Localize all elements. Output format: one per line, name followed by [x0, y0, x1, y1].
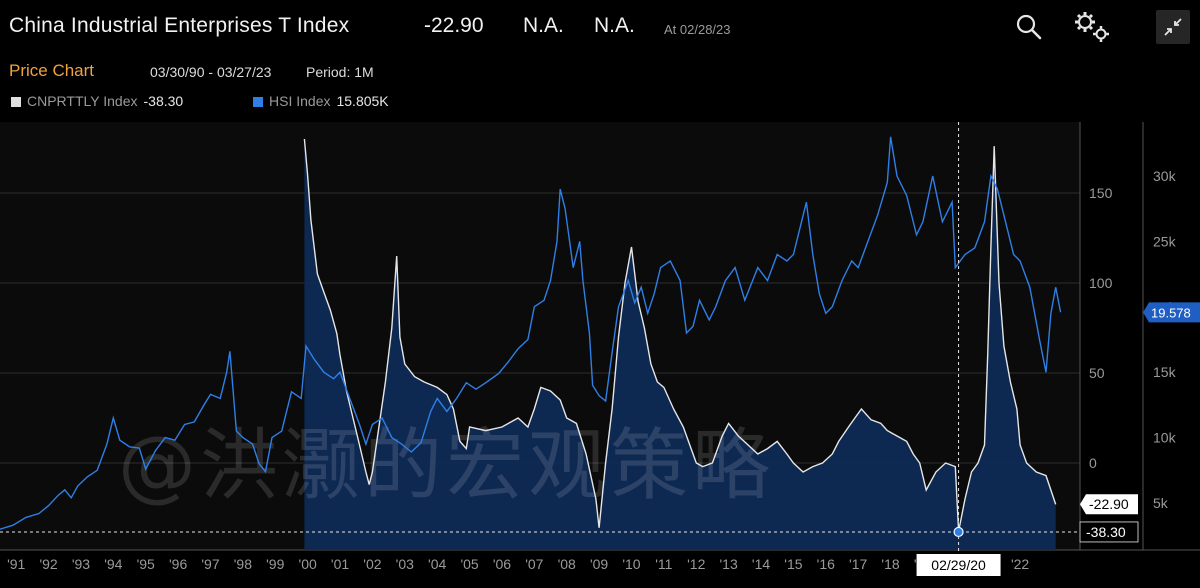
legend-swatch	[253, 97, 263, 107]
collapse-button[interactable]	[1156, 10, 1190, 44]
x-axis-tick: '04	[428, 556, 446, 572]
cursor-value-marker	[1079, 521, 1139, 543]
header-bar: China Industrial Enterprises T Index -22…	[0, 0, 1200, 58]
x-axis-tick: '09	[590, 556, 608, 572]
gears-icon	[1075, 12, 1109, 42]
left-axis-tick: 50	[1089, 365, 1105, 381]
last-value-marker	[1080, 494, 1138, 515]
x-axis-tick: '98	[234, 556, 252, 572]
legend-name: CNPRTTLY Index	[27, 93, 138, 109]
x-axis-tick: '17	[849, 556, 867, 572]
crosshair-date-label: 02/29/20	[931, 557, 986, 573]
collapse-arrows-icon	[1164, 18, 1182, 36]
left-axis-tick: 150	[1089, 185, 1113, 201]
x-axis-tick: '10	[622, 556, 640, 572]
x-axis-tick: '13	[720, 556, 738, 572]
page-title: China Industrial Enterprises T Index	[9, 14, 350, 37]
x-axis-tick: '16	[817, 556, 835, 572]
x-axis-tick: '91	[7, 556, 25, 572]
x-axis-tick: '02	[363, 556, 381, 572]
x-axis-tick: '18	[881, 556, 899, 572]
x-axis-tick: '07	[525, 556, 543, 572]
x-axis-tick: '06	[493, 556, 511, 572]
cnprttly-line[interactable]	[303, 138, 1057, 532]
left-axis-tick: 100	[1089, 275, 1113, 291]
x-axis-tick: '95	[137, 556, 155, 572]
search-button[interactable]	[1014, 12, 1044, 42]
x-axis-tick: '96	[169, 556, 187, 572]
legend-swatch	[11, 97, 21, 107]
right-axis-tick: 30k	[1153, 168, 1177, 184]
x-axis-tick: '22	[1011, 556, 1029, 572]
legend-item-cnprttly[interactable]: CNPRTTLY Index -38.30	[11, 93, 183, 109]
crosshair-point[interactable]	[953, 526, 964, 538]
net-change: N.A.	[523, 14, 564, 37]
x-axis-tick: '99	[266, 556, 284, 572]
chart-name-tab[interactable]: Price Chart	[9, 61, 95, 80]
x-axis-tick: '03	[396, 556, 414, 572]
hsi-line[interactable]	[0, 136, 1062, 530]
right-axis-tick: 25k	[1153, 233, 1177, 249]
x-axis-tick: '97	[201, 556, 219, 572]
legend-value: -38.30	[143, 93, 184, 109]
cnprttly-area	[304, 139, 1056, 550]
last-value-marker-label: -22.90	[1089, 496, 1129, 512]
hsi-last-marker	[1143, 302, 1200, 323]
period-selector[interactable]: Period: 1M	[306, 64, 374, 80]
hsi-last-marker-label: 19.578	[1151, 305, 1191, 320]
x-axis-tick: '05	[460, 556, 478, 572]
x-axis-tick: '11	[655, 556, 672, 572]
x-axis-tick: '14	[752, 556, 770, 572]
x-axis-tick: '01	[331, 556, 349, 572]
x-axis-tick: '93	[72, 556, 90, 572]
right-axis-tick: 15k	[1153, 364, 1177, 380]
legend-value: 15.805K	[336, 93, 389, 109]
last-value: -22.90	[424, 14, 484, 37]
as-of-date: At 02/28/23	[664, 22, 731, 37]
x-axis-tick: '15	[784, 556, 802, 572]
left-axis-tick: 0	[1089, 455, 1097, 471]
watermark-text: @洪灏的宏观策略	[118, 421, 774, 511]
legend-item-hsi[interactable]: HSI Index 15.805K	[253, 93, 389, 109]
pct-change: N.A.	[594, 14, 635, 37]
right-axis-tick: 10k	[1153, 430, 1177, 446]
settings-button[interactable]	[1072, 8, 1114, 46]
right-axis-tick: 5k	[1153, 495, 1169, 511]
x-axis-tick: '00	[299, 556, 317, 572]
x-axis-tick: '12	[687, 556, 705, 572]
crosshair-date-box	[916, 554, 1001, 576]
cursor-value-marker-label: -38.30	[1086, 524, 1126, 540]
legend-name: HSI Index	[269, 93, 331, 109]
x-axis-tick: '92	[39, 556, 57, 572]
x-axis-tick: '94	[104, 556, 122, 572]
x-axis-tick: '08	[558, 556, 576, 572]
search-icon	[1016, 14, 1042, 40]
date-range[interactable]: 03/30/90 - 03/27/23	[150, 64, 272, 80]
